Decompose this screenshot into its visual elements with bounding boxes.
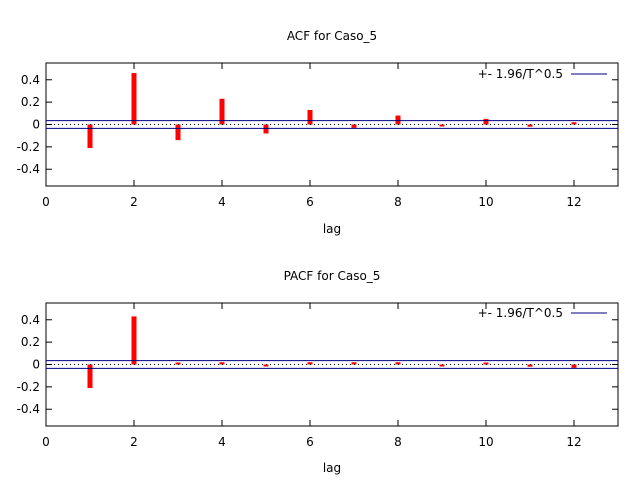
pacf-bars bbox=[87, 316, 577, 388]
acf-legend: +- 1.96/T^0.5 bbox=[478, 67, 607, 81]
pacf-xtick-label: 2 bbox=[130, 435, 138, 449]
pacf-xtick-label: 12 bbox=[566, 435, 581, 449]
pacf-ytick-label: 0 bbox=[32, 358, 40, 372]
acf-xtick-label: 4 bbox=[218, 195, 226, 209]
acf-xtick-label: 8 bbox=[394, 195, 402, 209]
acf-ytick-label: -0.2 bbox=[17, 140, 40, 154]
pacf-bar-lag-8 bbox=[395, 362, 401, 365]
pacf-band-lines bbox=[46, 360, 618, 369]
pacf-x-ticks: 0 2 4 6 8 10 12 bbox=[42, 303, 582, 449]
pacf-bar-lag-6 bbox=[307, 362, 313, 365]
acf-bar-lag-12 bbox=[571, 122, 577, 125]
acf-bar-lag-3 bbox=[175, 124, 181, 141]
pacf-xtick-label: 4 bbox=[218, 435, 226, 449]
acf-bar-lag-5 bbox=[263, 124, 269, 134]
acf-bar-lag-4 bbox=[219, 98, 225, 125]
pacf-y-ticks: 0.4 0.2 0 -0.2 -0.4 bbox=[17, 313, 618, 416]
pacf-ytick-label: 0.2 bbox=[21, 335, 40, 349]
acf-xtick-label: 0 bbox=[42, 195, 50, 209]
acf-chart: ACF for Caso_5 0.4 0.2 0 -0.2 -0.4 0 2 4 6 8 10 12… bbox=[17, 29, 619, 236]
acf-bars bbox=[87, 73, 577, 148]
acf-y-ticks: 0.4 0.2 0 -0.2 -0.4 bbox=[17, 73, 618, 176]
acf-bar-lag-7 bbox=[351, 124, 357, 128]
acf-x-ticks: 0 2 4 6 8 10 12 bbox=[42, 63, 582, 209]
acf-title: ACF for Caso_5 bbox=[287, 29, 377, 43]
pacf-title: PACF for Caso_5 bbox=[284, 269, 381, 283]
pacf-xtick-label: 6 bbox=[306, 435, 314, 449]
pacf-legend: +- 1.96/T^0.5 bbox=[478, 306, 607, 320]
acf-xtick-label: 10 bbox=[478, 195, 493, 209]
pacf-bar-lag-10 bbox=[483, 362, 489, 365]
pacf-chart: PACF for Caso_5 0.4 0.2 0 -0.2 -0.4 0 2 4 6 8 10 1… bbox=[17, 269, 619, 475]
pacf-xtick-label: 0 bbox=[42, 435, 50, 449]
pacf-bar-lag-3 bbox=[175, 362, 181, 365]
pacf-ytick-label: 0.4 bbox=[21, 313, 40, 327]
pacf-bar-lag-1 bbox=[87, 364, 93, 388]
pacf-ytick-label: -0.4 bbox=[17, 402, 40, 416]
pacf-bar-lag-11 bbox=[527, 364, 533, 367]
pacf-bar-lag-2 bbox=[131, 316, 137, 365]
pacf-xtick-label: 10 bbox=[478, 435, 493, 449]
acf-ytick-label: -0.4 bbox=[17, 162, 40, 176]
pacf-bar-lag-7 bbox=[351, 362, 357, 365]
acf-band-lines bbox=[46, 120, 618, 129]
acf-bar-lag-9 bbox=[439, 124, 445, 127]
pacf-bar-lag-5 bbox=[263, 364, 269, 367]
acf-bar-lag-8 bbox=[395, 115, 401, 125]
acf-ytick-label: 0.4 bbox=[21, 73, 40, 87]
pacf-xlabel: lag bbox=[323, 461, 341, 475]
acf-xtick-label: 2 bbox=[130, 195, 138, 209]
acf-bar-lag-2 bbox=[131, 73, 137, 125]
acf-xtick-label: 6 bbox=[306, 195, 314, 209]
acf-bar-lag-10 bbox=[483, 118, 489, 125]
pacf-bar-lag-12 bbox=[571, 364, 577, 368]
acf-bar-lag-6 bbox=[307, 109, 313, 125]
pacf-bar-lag-4 bbox=[219, 362, 225, 365]
acf-xtick-label: 12 bbox=[566, 195, 581, 209]
acf-bar-lag-1 bbox=[87, 124, 93, 148]
acf-bar-lag-11 bbox=[527, 124, 533, 127]
acf-ytick-label: 0.2 bbox=[21, 95, 40, 109]
pacf-xtick-label: 8 bbox=[394, 435, 402, 449]
pacf-ytick-label: -0.2 bbox=[17, 380, 40, 394]
pacf-legend-label: +- 1.96/T^0.5 bbox=[478, 306, 563, 320]
acf-xlabel: lag bbox=[323, 222, 341, 236]
acf-legend-label: +- 1.96/T^0.5 bbox=[478, 67, 563, 81]
pacf-bar-lag-9 bbox=[439, 364, 445, 367]
acf-ytick-label: 0 bbox=[32, 118, 40, 132]
